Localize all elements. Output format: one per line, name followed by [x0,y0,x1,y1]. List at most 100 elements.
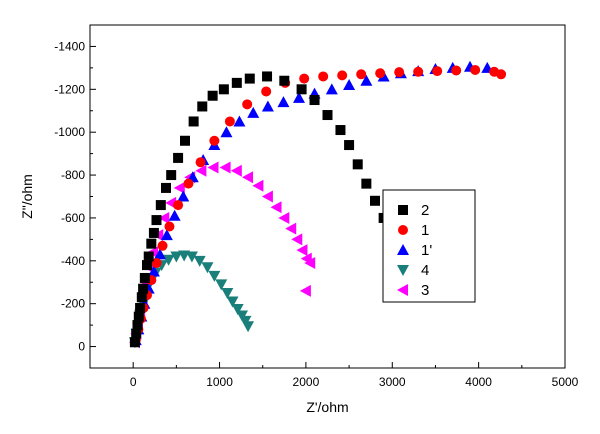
legend-marker [397,284,408,296]
x-axis-ticks: 0 1000 2000 3000 4000 5000 [89,362,579,389]
y-axis-ticks: 0 -200 -400 -600 -800 -1000 -1200 -1400 [54,24,96,354]
data-point [177,190,190,202]
data-point [221,287,234,299]
data-point [183,178,194,189]
data-point [209,135,220,146]
data-point [153,248,166,260]
data-point [168,209,181,221]
y-tick-label: -400 [61,254,85,268]
data-point [262,71,273,82]
data-point [451,65,462,76]
data-point [496,69,507,80]
data-point [322,110,333,121]
data-point [247,106,260,118]
y-tick-label: 0 [78,340,85,354]
data-point [344,140,355,151]
data-point [291,233,303,246]
data-point [261,100,274,112]
x-tick-label: 0 [130,375,137,389]
data-point [164,221,175,232]
legend-entry-label: 2 [421,202,429,219]
data-point [131,328,142,339]
data-point [277,96,290,108]
data-point [155,200,166,211]
legend: 2 1 1' 4 3 [382,189,476,303]
data-point [261,190,273,203]
data-point [173,181,185,194]
data-point [147,265,160,277]
data-point [299,73,310,84]
data-point [162,254,175,266]
data-point [242,171,254,184]
data-point [360,74,373,86]
legend-entry-label: 1' [421,242,432,259]
data-point [278,211,290,224]
legend-entry-label: 1 [421,222,429,239]
y-tick-label: -800 [61,168,85,182]
data-point [242,99,253,110]
data-point [325,83,338,95]
data-point [296,84,307,95]
data-point [470,65,481,76]
x-tick-label: 4000 [465,375,492,389]
legend-marker [398,225,408,235]
data-point [151,215,162,226]
data-point [197,101,208,112]
data-point [309,95,320,106]
data-point [231,304,244,316]
data-point [279,75,290,86]
data-point [299,284,311,297]
data-point [201,262,214,274]
y-tick-label: -1400 [54,39,85,53]
data-point [166,170,177,181]
data-point [219,161,231,174]
data-point [151,257,162,268]
legend-marker [397,244,409,255]
legend-entry-label: 3 [421,282,429,299]
data-point [285,222,297,235]
data-point [188,116,199,127]
data-point [252,179,264,192]
data-point [195,157,206,168]
data-point [207,161,219,174]
y-tick-label: -1000 [54,125,85,139]
legend-marker [397,265,409,276]
y-tick-label: -1200 [54,82,85,96]
data-point [244,73,255,84]
x-tick-label: 2000 [293,375,320,389]
x-axis-label: Z'/ohm [306,399,348,415]
data-point [148,227,159,238]
x-tick-label: 5000 [552,375,579,389]
data-point [270,201,282,214]
data-point [413,66,424,77]
data-point [132,320,143,331]
data-point [195,164,207,177]
x-tick-label: 1000 [206,375,233,389]
data-point [361,178,372,189]
legend-entry-label: 4 [421,262,429,279]
data-point [318,71,329,82]
data-point [218,84,229,95]
data-point [215,279,228,291]
data-point [139,272,150,283]
data-point [129,337,140,348]
data-point [337,70,348,81]
data-point [343,79,356,91]
data-point [157,240,168,251]
data-point [193,255,206,267]
data-series [128,60,507,349]
data-point [136,292,147,303]
data-point [161,182,171,193]
data-point [261,86,272,97]
y-tick-label: -200 [61,297,85,311]
data-point [173,200,184,211]
data-point [146,238,157,249]
data-point [207,90,218,101]
data-point [135,302,146,313]
data-point [293,91,305,103]
data-point [231,77,242,88]
legend-marker [398,205,408,215]
data-point [224,116,235,127]
data-point [173,152,184,163]
data-point [133,311,144,322]
